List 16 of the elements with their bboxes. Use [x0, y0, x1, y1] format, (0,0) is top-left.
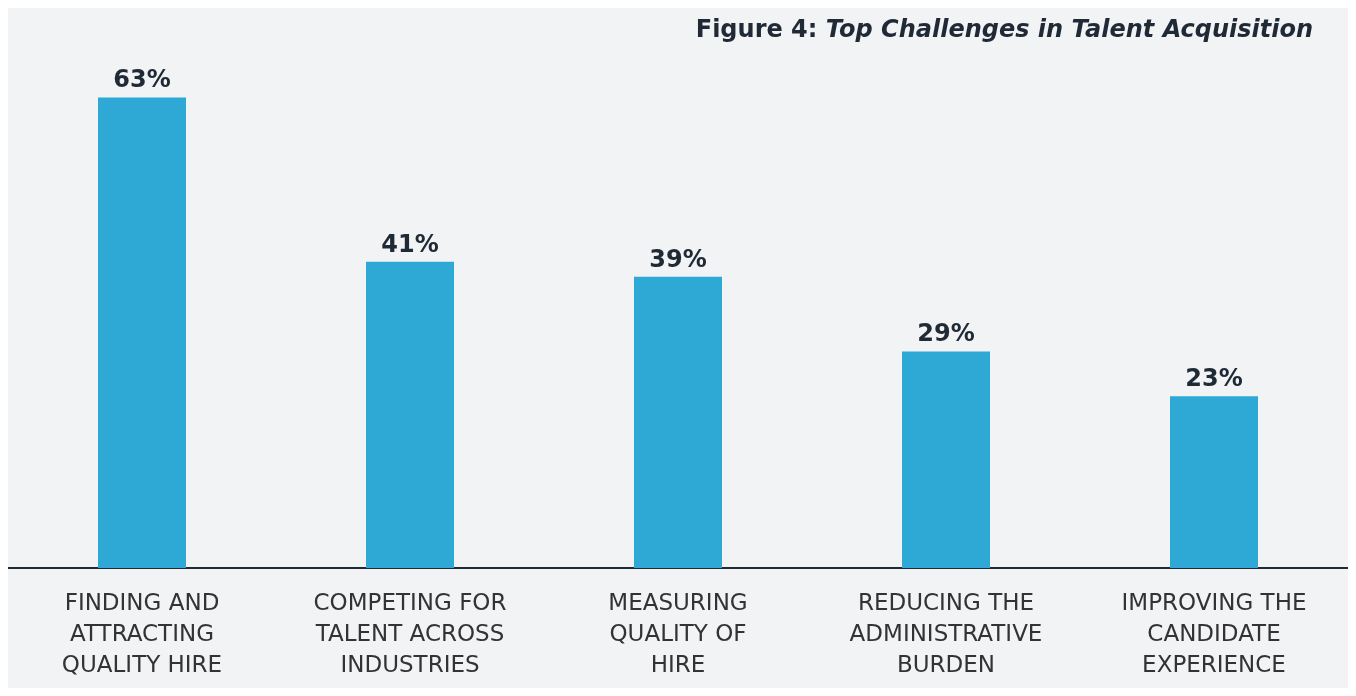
bar	[902, 351, 990, 568]
x-tick-label: IMPROVING THE CANDIDATE EXPERIENCE	[1121, 588, 1307, 677]
x-tick-label: REDUCING THE ADMINISTRATIVE BURDEN	[849, 588, 1043, 677]
data-label: 41%	[381, 229, 439, 258]
bar	[366, 261, 454, 568]
x-tick-label: MEASURING QUALITY OF HIRE	[608, 588, 748, 677]
chart-title: Figure 4: Top Challenges in Talent Acquisition	[695, 15, 1313, 43]
data-label: 63%	[113, 65, 171, 94]
x-tick-label: FINDING AND ATTRACTING QUALITY HIRE	[61, 588, 223, 677]
data-label: 23%	[1185, 364, 1243, 393]
bar	[634, 276, 722, 568]
data-label: 39%	[649, 244, 707, 273]
x-tick-label: COMPETING FOR TALENT ACROSS INDUSTRIES	[313, 588, 507, 677]
data-label: 29%	[917, 319, 975, 348]
bar	[1170, 396, 1258, 568]
bar	[98, 97, 186, 568]
